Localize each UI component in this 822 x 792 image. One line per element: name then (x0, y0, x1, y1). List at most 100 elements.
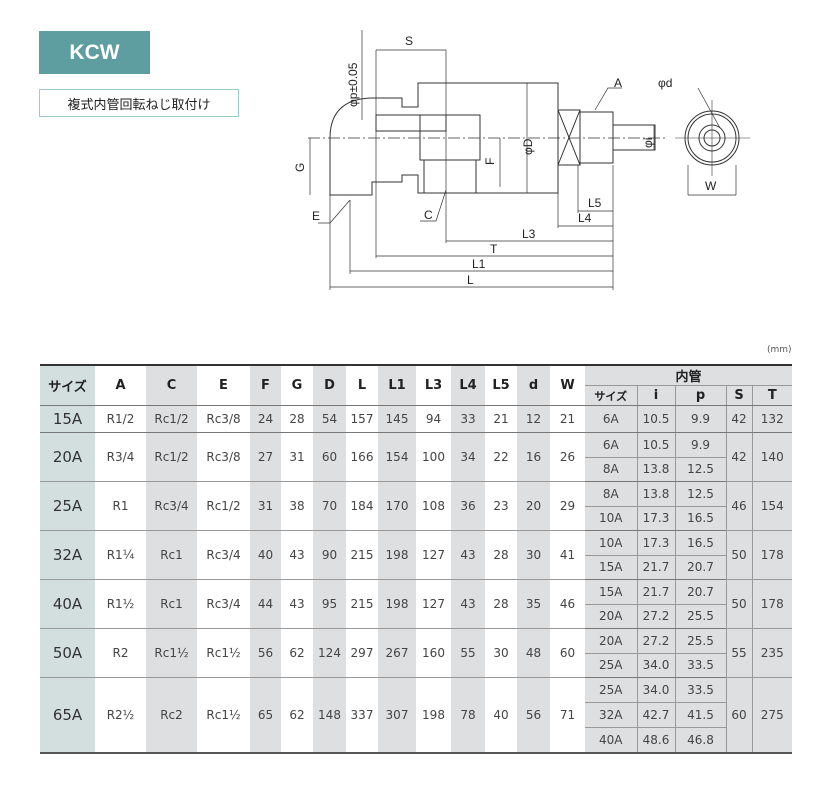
value-cell-l: 184 (346, 481, 378, 531)
table-row: 10A 17.3 16.5 (40, 506, 792, 531)
value-cell-d: 148 (313, 677, 346, 753)
phi-p-label: φp±0.05 (346, 62, 360, 107)
value-cell-d: 16 (517, 432, 550, 482)
table-row: 65A R2½ Rc2 Rc1½ 65 62 148 337 307 198 78 40 56 71 25A… (40, 677, 792, 753)
value-cell-d: 56 (517, 677, 550, 753)
value-cell-l3: 198 (416, 677, 451, 753)
value-cell-l4: 33 (451, 405, 485, 433)
table-row: 25A 34.0 33.5 (40, 653, 792, 678)
l1-label: L1 (472, 257, 486, 271)
inner-cell-i: 27.2 (636, 628, 675, 654)
value-cell-e: Rc1½ (197, 677, 250, 753)
inner-cell-p: 9.9 (674, 432, 726, 458)
inner-cell-i: 17.3 (636, 506, 675, 531)
inner-cell-s: 42 (725, 432, 752, 482)
value-cell-c: Rc1 (146, 579, 197, 629)
l4-label: L4 (578, 211, 592, 225)
value-cell-l5: 22 (485, 432, 517, 482)
value-cell-g: 62 (281, 677, 313, 753)
header-l: L (346, 365, 378, 406)
inner-cell-p: 25.5 (674, 628, 726, 654)
header-e: E (197, 365, 250, 406)
inner-cell-t: 275 (751, 677, 792, 753)
value-cell-l: 337 (346, 677, 378, 753)
value-cell-l3: 108 (416, 481, 451, 531)
inner-cell-size: 8A (585, 481, 637, 507)
value-cell-d: 54 (313, 405, 346, 433)
header-d: d (517, 365, 550, 406)
value-cell-a: R2½ (95, 677, 146, 753)
value-cell-l1: 154 (378, 432, 416, 482)
value-cell-l5: 40 (485, 677, 517, 753)
value-cell-a: R1/2 (95, 405, 146, 433)
value-cell-d: 30 (517, 530, 550, 580)
header-l5: L5 (485, 365, 517, 406)
inner-cell-i: 21.7 (636, 579, 675, 605)
value-cell-d: 90 (313, 530, 346, 580)
inner-cell-s: 55 (725, 628, 752, 678)
inner-cell-size: 15A (585, 579, 637, 605)
size-cell: 20A (40, 432, 95, 482)
inner-cell-i: 27.2 (636, 604, 675, 629)
value-cell-l1: 267 (378, 628, 416, 678)
value-cell-l4: 34 (451, 432, 485, 482)
unit-label: (mm) (767, 345, 792, 355)
inner-cell-i: 10.5 (636, 405, 675, 433)
value-cell-l3: 94 (416, 405, 451, 433)
value-cell-e: Rc1/2 (197, 481, 250, 531)
value-cell-f: 65 (250, 677, 281, 753)
l3-label: L3 (522, 227, 536, 241)
inner-cell-t: 132 (751, 405, 792, 433)
value-cell-l5: 28 (485, 579, 517, 629)
value-cell-d: 124 (313, 628, 346, 678)
l-label: L (467, 273, 474, 287)
inner-cell-p: 20.7 (674, 579, 726, 605)
value-cell-c: Rc2 (146, 677, 197, 753)
inner-cell-s: 42 (725, 405, 752, 433)
size-cell: 40A (40, 579, 95, 629)
inner-cell-p: 9.9 (674, 405, 726, 433)
c-label: C (424, 208, 433, 222)
value-cell-w: 21 (550, 405, 585, 433)
value-cell-d: 70 (313, 481, 346, 531)
value-cell-l4: 43 (451, 530, 485, 580)
value-cell-l4: 78 (451, 677, 485, 753)
inner-cell-size: 25A (585, 653, 637, 678)
value-cell-a: R1 (95, 481, 146, 531)
size-cell: 32A (40, 530, 95, 580)
spec-table: サイズ A C E F G D L L1 L3 L4 L5 d W 内管 サイズ i p S T 15A R1/2 Rc1… (40, 364, 792, 754)
table-row: 8A 13.8 12.5 (40, 457, 792, 482)
value-cell-w: 26 (550, 432, 585, 482)
value-cell-l: 166 (346, 432, 378, 482)
model-badge: KCW (39, 31, 150, 74)
inner-cell-p: 46.8 (674, 727, 726, 753)
value-cell-d: 48 (517, 628, 550, 678)
inner-cell-i: 21.7 (636, 555, 675, 580)
value-cell-f: 27 (250, 432, 281, 482)
inner-cell-i: 48.6 (636, 727, 675, 753)
value-cell-l3: 160 (416, 628, 451, 678)
part-outline (308, 82, 750, 196)
value-cell-e: Rc3/4 (197, 530, 250, 580)
value-cell-d: 60 (313, 432, 346, 482)
inner-cell-p: 12.5 (674, 457, 726, 482)
inner-cell-size: 8A (585, 457, 637, 482)
header-g: G (281, 365, 313, 406)
inner-cell-i: 10.5 (636, 432, 675, 458)
value-cell-c: Rc3/4 (146, 481, 197, 531)
inner-cell-size: 10A (585, 530, 637, 556)
inner-cell-t: 178 (751, 579, 792, 629)
s-label: S (405, 34, 413, 48)
value-cell-l: 157 (346, 405, 378, 433)
value-cell-g: 31 (281, 432, 313, 482)
inner-cell-size: 6A (585, 432, 637, 458)
value-cell-e: Rc3/8 (197, 405, 250, 433)
header-d: D (313, 365, 346, 406)
phi-D-label: φD (521, 138, 535, 155)
t-label: T (490, 242, 498, 256)
value-cell-e: Rc3/4 (197, 579, 250, 629)
value-cell-l1: 307 (378, 677, 416, 753)
header-l1: L1 (378, 365, 416, 406)
phi-i-label: φi (641, 138, 655, 148)
e-label: E (312, 209, 320, 223)
